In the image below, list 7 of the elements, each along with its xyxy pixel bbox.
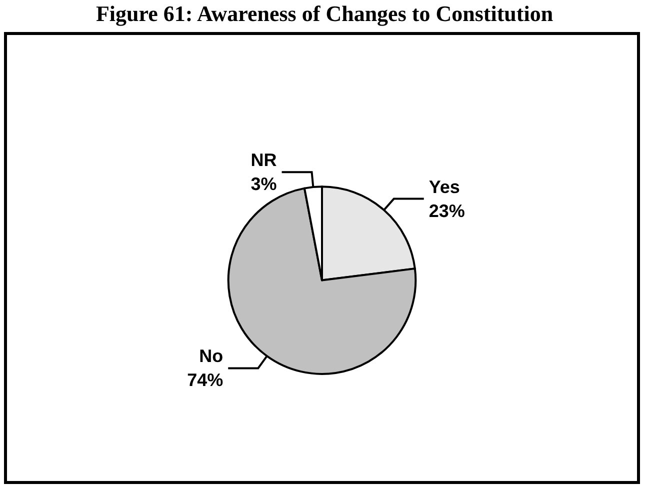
slice-label: No (199, 346, 224, 366)
data-label: 74% (187, 370, 224, 390)
slice-label: NR (250, 150, 277, 170)
chart-title: Figure 61: Awareness of Changes to Constitution (94, 0, 554, 28)
data-label: 23% (428, 200, 465, 221)
data-label: 3% (250, 174, 277, 194)
slice-label: Yes (428, 176, 460, 197)
